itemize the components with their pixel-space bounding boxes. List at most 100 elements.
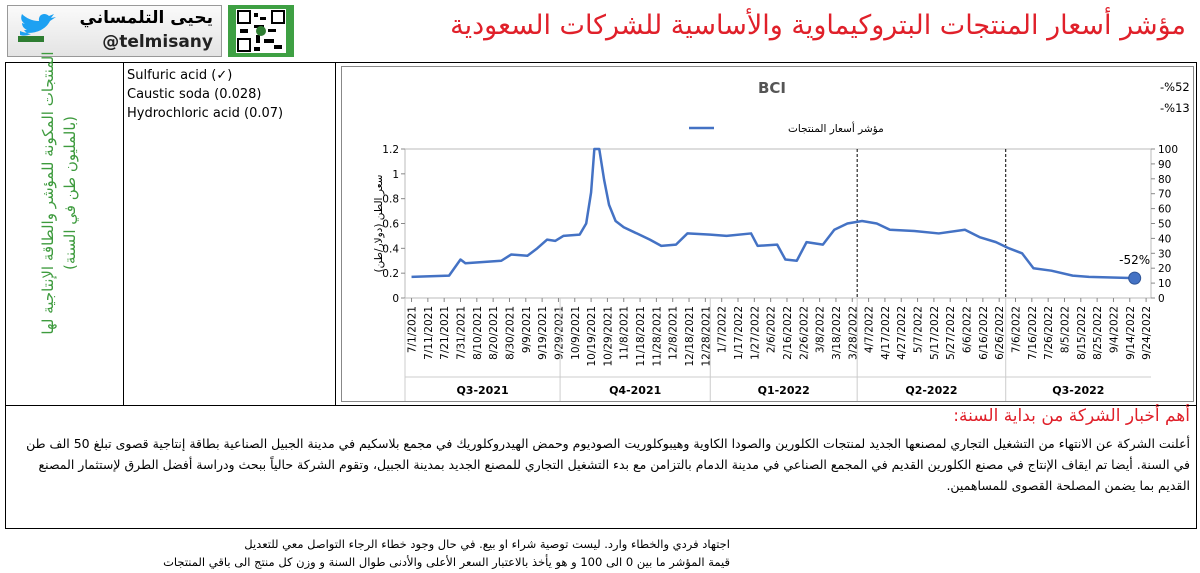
x-tick-label: 1/7/2022	[717, 306, 729, 353]
x-tick-label: 8/30/2021	[504, 306, 516, 360]
x-tick-label: 4/17/2022	[880, 306, 892, 360]
x-tick-label: 6/26/2022	[994, 306, 1006, 360]
y2-tick-label: 70	[1158, 189, 1171, 201]
x-tick-label: 12/18/2021	[684, 306, 696, 367]
y2-tick-label: 30	[1158, 248, 1171, 260]
x-tick-label: 7/21/2021	[439, 306, 451, 360]
y-tick-label: 0.2	[382, 268, 399, 280]
news-body: أعلنت الشركة عن الانتهاء من التشغيل التج…	[26, 436, 1190, 493]
logo-handle: @telmisany	[102, 32, 213, 52]
y-tick-label: 0.6	[382, 219, 399, 231]
x-tick-label: 3/28/2022	[847, 306, 859, 360]
x-tick-label: 7/1/2021	[407, 306, 419, 353]
product-item: Hydrochloric acid (0.07)	[127, 106, 284, 121]
x-tick-label: 5/27/2022	[945, 306, 957, 360]
y2-tick-label: 60	[1158, 204, 1171, 216]
x-tick-label: 11/28/2021	[651, 306, 663, 367]
qr-code	[228, 5, 294, 57]
x-tick-label: 9/29/2021	[553, 306, 565, 360]
chart-title: BCI	[758, 79, 786, 97]
news-panel	[5, 405, 1197, 529]
logo: يحيى التلمساني @telmisany	[7, 5, 222, 57]
x-tick-label: 2/26/2022	[798, 306, 810, 360]
end-marker	[1128, 271, 1142, 285]
product-item: Caustic soda (0.028)	[127, 87, 262, 102]
y2-tick-label: 100	[1158, 144, 1178, 156]
x-tick-label: 1/27/2022	[749, 306, 761, 360]
y2-tick-label: 90	[1158, 159, 1171, 171]
x-tick-label: 7/11/2021	[423, 306, 435, 360]
x-tick-label: 9/24/2022	[1141, 306, 1153, 360]
y-tick-label: 0	[392, 293, 399, 305]
x-tick-label: 8/20/2021	[488, 306, 500, 360]
x-tick-label: 11/18/2021	[635, 306, 647, 367]
x-tick-label: 5/7/2022	[913, 306, 925, 353]
news-heading: أهم أخبار الشركة من بداية السنة:	[953, 406, 1190, 426]
chart: BCI التغيير عن الربع السابق 52%- التغيير ع…	[341, 66, 1194, 402]
legend-label: مؤشر أسعار المنتجات	[788, 121, 884, 135]
quarter-label: Q3-2022	[1052, 384, 1104, 397]
x-tick-label: 8/25/2022	[1092, 306, 1104, 360]
x-tick-label: 2/6/2022	[766, 306, 778, 353]
products-caption: المنتجات المكونة للمؤشر والطاقة الإنتاجي…	[39, 51, 79, 335]
y-tick-label: 1	[392, 169, 399, 181]
x-tick-label: 10/19/2021	[586, 306, 598, 367]
quarter-label: Q1-2022	[758, 384, 810, 397]
x-tick-label: 12/28/2021	[700, 306, 712, 367]
y2-tick-label: 40	[1158, 233, 1171, 245]
x-tick-label: 6/6/2022	[962, 306, 974, 353]
y2-tick-label: 80	[1158, 174, 1171, 186]
product-item: Sulfuric acid (✓)	[127, 68, 233, 83]
y-tick-label: 0.8	[382, 194, 399, 206]
logo-name: يحيى التلمساني	[79, 8, 213, 28]
x-tick-label: 7/16/2022	[1027, 306, 1039, 360]
x-tick-label: 3/18/2022	[831, 306, 843, 360]
x-tick-label: 2/16/2022	[782, 306, 794, 360]
page-title: مؤشر أسعار المنتجات البتروكيماوية والأسا…	[450, 10, 1186, 41]
y2-tick-label: 10	[1158, 278, 1171, 290]
x-tick-label: 8/15/2022	[1076, 306, 1088, 360]
x-tick-label: 9/4/2022	[1108, 306, 1120, 353]
x-tick-label: 3/8/2022	[815, 306, 827, 353]
y2-tick-label: 0	[1158, 293, 1165, 305]
x-tick-label: 12/8/2021	[668, 306, 680, 360]
x-tick-label: 7/6/2022	[1011, 306, 1023, 353]
bird-icon	[18, 13, 56, 42]
footer-line: اجتهاد فردي والخطاء وارد. ليست توصية شرا…	[244, 537, 730, 551]
main-panel	[5, 62, 1197, 406]
y2-tick-label: 50	[1158, 219, 1171, 231]
series-line	[411, 147, 1135, 280]
x-tick-label: 4/7/2022	[864, 306, 876, 353]
end-label: -52%	[1119, 253, 1150, 267]
plot-frame	[404, 148, 1152, 299]
x-tick-label: 9/19/2021	[537, 306, 549, 360]
x-tick-label: 11/8/2021	[619, 306, 631, 360]
x-tick-label: 5/17/2022	[929, 306, 941, 360]
x-tick-label: 10/29/2021	[602, 306, 614, 367]
x-tick-label: 10/9/2021	[570, 306, 582, 360]
y-tick-label: 1.2	[382, 144, 399, 156]
qr-pattern	[236, 9, 286, 53]
quarter-label: Q3-2021	[456, 384, 508, 397]
y2-tick-label: 20	[1158, 263, 1171, 275]
x-tick-label: 6/16/2022	[978, 306, 990, 360]
products-list: Sulfuric acid (✓) Caustic soda (0.028) Hyd…	[127, 66, 283, 123]
quarter-label: Q4-2021	[609, 384, 661, 397]
x-tick-label: 1/17/2022	[733, 306, 745, 360]
y-tick-label: 0.4	[382, 243, 399, 255]
x-tick-label: 7/26/2022	[1043, 306, 1055, 360]
x-tick-label: 4/27/2022	[896, 306, 908, 360]
quarter-label: Q2-2022	[905, 384, 957, 397]
x-tick-label: 8/5/2022	[1059, 306, 1071, 353]
x-tick-label: 9/9/2021	[521, 306, 533, 353]
footer-line: قيمة المؤشر ما بين 0 الى 100 و هو يأخذ ب…	[163, 555, 730, 569]
x-tick-label: 8/10/2021	[472, 306, 484, 360]
divider	[123, 62, 124, 406]
annotation: التغيير عن الربع المماثل 13%-	[1160, 101, 1194, 116]
x-tick-label: 9/14/2022	[1125, 306, 1137, 360]
divider	[335, 62, 336, 406]
y-axis-title: سعر الطن (دولار/طن)	[373, 175, 385, 273]
x-tick-label: 7/31/2021	[456, 306, 468, 360]
annotation: التغيير عن الربع السابق 52%-	[1160, 80, 1194, 95]
